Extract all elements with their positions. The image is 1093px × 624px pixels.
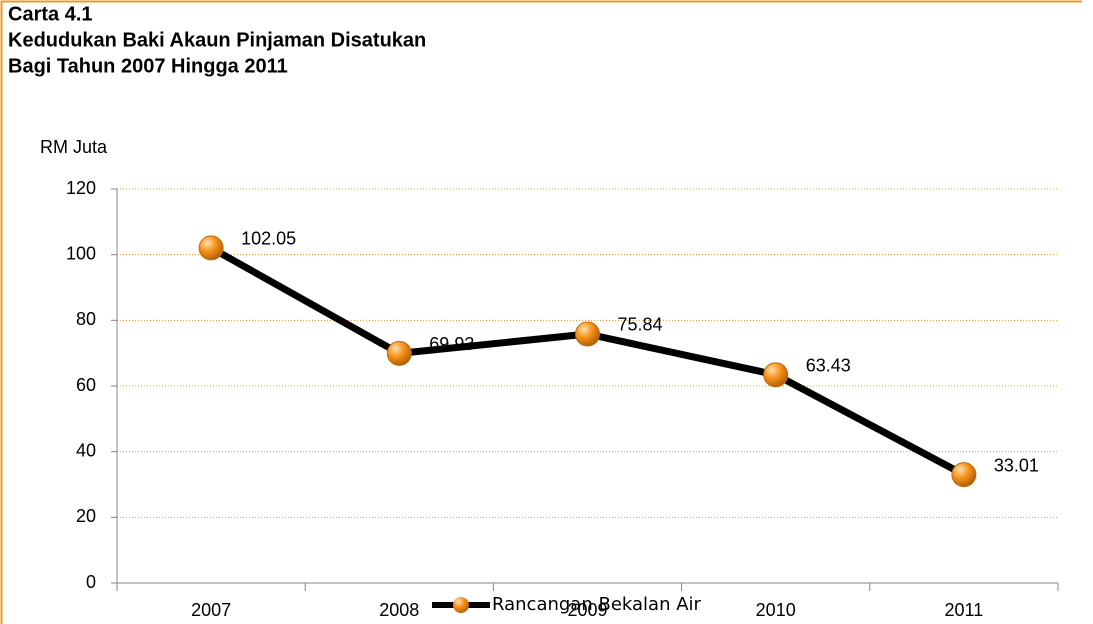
y-tick-label: 40: [76, 440, 96, 460]
marker: [951, 462, 977, 488]
data-label: 75.84: [618, 315, 663, 335]
x-tick-label: 2010: [756, 600, 796, 620]
chart-title: Kedudukan Baki Akaun Pinjaman Disatukan: [8, 29, 426, 51]
data-label: 33.01: [994, 455, 1039, 475]
legend-label: Rancangan Bekalan Air: [492, 594, 702, 615]
data-label: 63.43: [806, 355, 851, 375]
legend-marker: [453, 597, 469, 613]
line: [209, 244, 966, 478]
marker: [198, 235, 224, 261]
chart-title: Carta 4.1: [8, 3, 93, 25]
y-tick-label: 60: [76, 375, 96, 395]
y-tick-label: 100: [66, 243, 96, 263]
data-label: 102.05: [241, 229, 296, 249]
y-tick-label: 0: [86, 572, 96, 592]
marker: [386, 340, 412, 366]
y-tick-label: 20: [76, 506, 96, 526]
chart-title: Bagi Tahun 2007 Hingga 2011: [8, 55, 288, 77]
y-axis-label: RM Juta: [40, 137, 108, 157]
marker: [575, 321, 600, 347]
x-tick-label: 2007: [191, 600, 231, 620]
data-label: 69.93: [429, 334, 474, 354]
x-tick-label: 2011: [945, 600, 984, 620]
x-tick-label: 2008: [379, 600, 419, 620]
marker: [763, 362, 789, 388]
y-tick-label: 80: [76, 309, 96, 329]
x-tick-label: 2009: [567, 600, 607, 620]
y-tick-label: 120: [66, 178, 96, 198]
